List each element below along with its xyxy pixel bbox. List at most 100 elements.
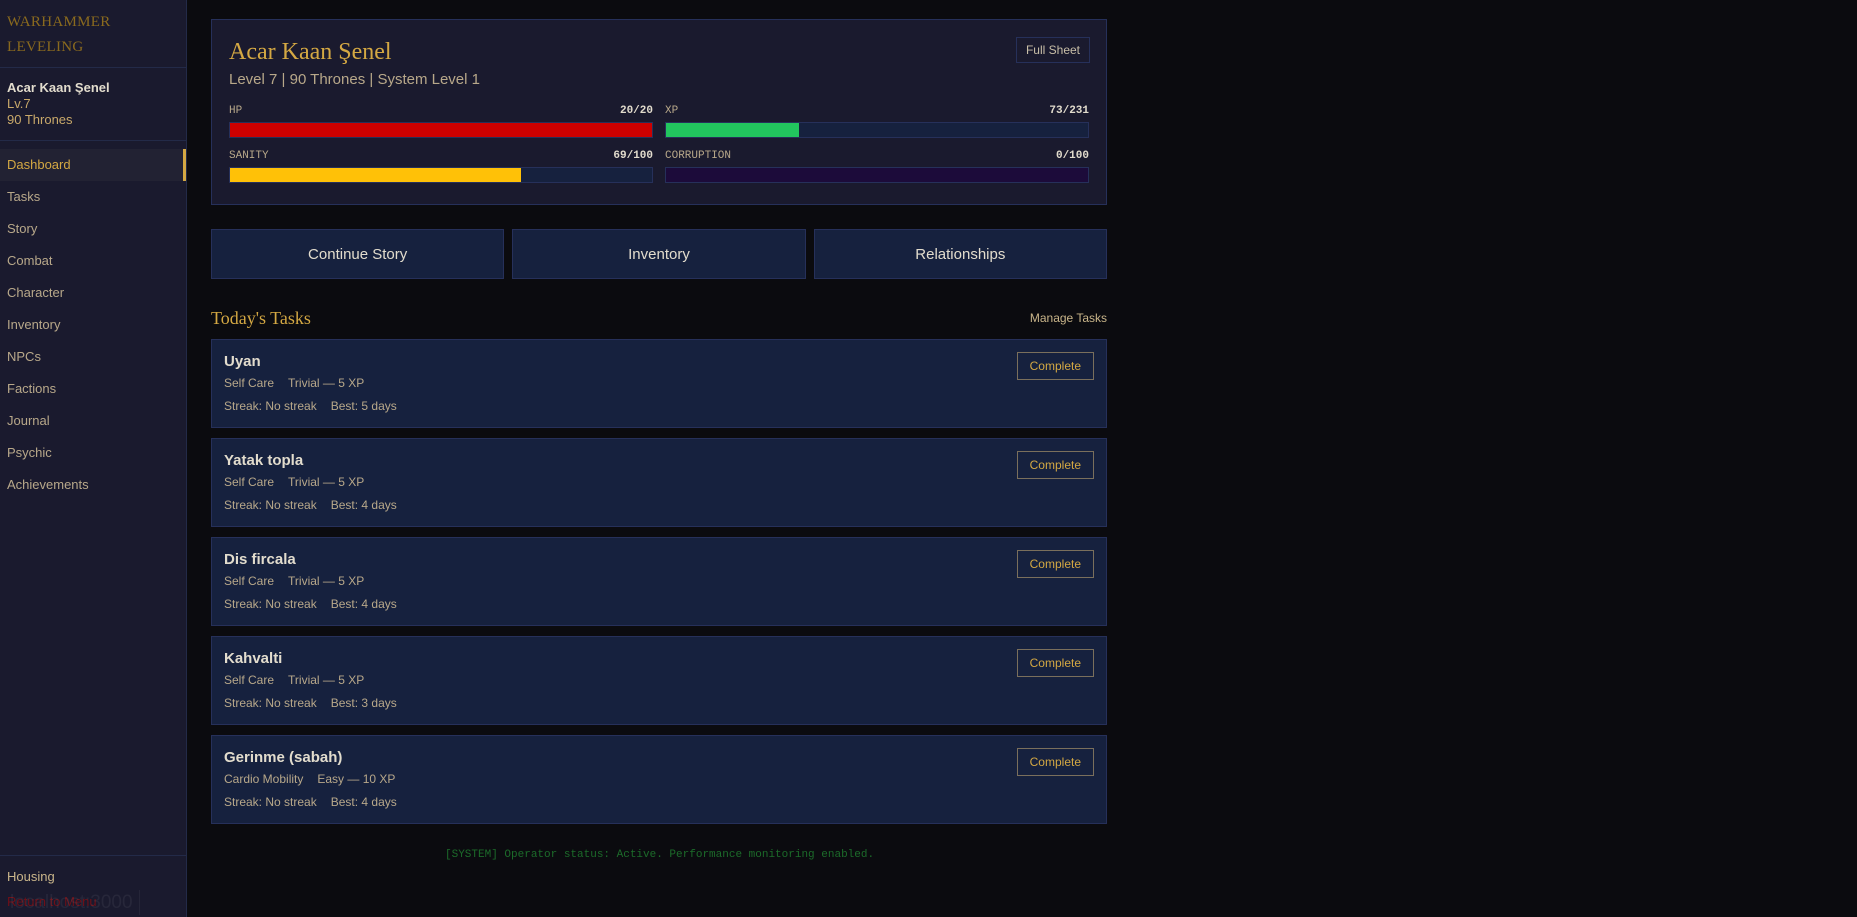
relationships-button[interactable]: Relationships (813, 229, 1107, 279)
sidebar-item-combat[interactable]: Combat (7, 253, 53, 268)
task-difficulty: Trivial — 5 XP (288, 574, 365, 588)
stat-header: CORRUPTION 0/100 (665, 150, 1089, 162)
stat-label: SANITY (229, 150, 269, 162)
logo-line-2: LEVELING (7, 39, 84, 55)
task-card: Uyan Self Care Trivial — 5 XP Streak: No st… (211, 339, 1107, 428)
task-difficulty: Trivial — 5 XP (288, 376, 365, 390)
progress-track (229, 122, 653, 138)
inventory-button[interactable]: Inventory (512, 229, 806, 279)
stat-label: XP (665, 105, 679, 117)
character-subtitle: Level 7 | 90 Thrones | System Level 1 (229, 71, 480, 88)
full-sheet-button[interactable]: Full Sheet (1015, 37, 1090, 63)
app-logo: WARHAMMER LEVELING (0, 0, 186, 68)
complete-button[interactable]: Complete (1016, 352, 1094, 380)
sidebar-item-housing[interactable]: Housing (7, 869, 55, 884)
task-name: Gerinme (sabah) (224, 749, 343, 766)
task-streak-info: Streak: No streak Best: 4 days (224, 498, 1094, 512)
task-meta: Self Care Trivial — 5 XP (224, 673, 1094, 687)
task-name: Uyan (224, 353, 261, 370)
task-name: Yatak topla (224, 452, 304, 469)
task-streak: Streak: No streak (224, 498, 317, 512)
task-card: Dis fircala Self Care Trivial — 5 XP Streak… (211, 537, 1107, 626)
character-name: Acar Kaan Şenel (229, 39, 392, 65)
stat-header: HP 20/20 (229, 105, 653, 117)
task-difficulty: Trivial — 5 XP (288, 673, 365, 687)
stat-value: 20/20 (619, 105, 653, 117)
stat-value: 73/231 (1049, 105, 1089, 117)
task-meta: Self Care Trivial — 5 XP (224, 574, 1094, 588)
task-meta: Self Care Trivial — 5 XP (224, 376, 1094, 390)
complete-button[interactable]: Complete (1016, 748, 1094, 776)
sidebar: WARHAMMER LEVELING Acar Kaan Şenel Lv.7 … (0, 0, 187, 917)
sidebar-item-story[interactable]: Story (7, 221, 38, 236)
task-card: Gerinme (sabah) Cardio Mobility Easy — 10 … (211, 735, 1107, 824)
character-card: Acar Kaan Şenel Level 7 | 90 Thrones | S… (211, 19, 1107, 205)
user-level: Lv.7 (7, 96, 31, 111)
task-meta: Self Care Trivial — 5 XP (224, 475, 1094, 489)
sidebar-item-achievements[interactable]: Achievements (7, 477, 89, 492)
stat-hp: HP 20/20 (229, 105, 653, 138)
task-best: Best: 3 days (330, 696, 397, 710)
sidebar-item-tasks[interactable]: Tasks (7, 189, 41, 204)
task-category: Self Care (224, 574, 275, 588)
progress-track (229, 167, 653, 183)
progress-track (665, 167, 1089, 183)
logo-line-1: WARHAMMER (7, 14, 111, 30)
task-streak: Streak: No streak (224, 399, 317, 413)
system-message: [SYSTEM] Operator status: Active. Perfor… (445, 849, 875, 861)
task-category: Cardio Mobility (224, 772, 304, 786)
task-card: Kahvalti Self Care Trivial — 5 XP Streak: N… (211, 636, 1107, 725)
task-streak: Streak: No streak (224, 795, 317, 809)
continue-story-button[interactable]: Continue Story (211, 229, 505, 279)
sidebar-item-character[interactable]: Character (7, 285, 65, 300)
task-streak-info: Streak: No streak Best: 5 days (224, 399, 1094, 413)
task-difficulty: Trivial — 5 XP (288, 475, 365, 489)
sidebar-item-journal[interactable]: Journal (7, 413, 50, 428)
task-name: Kahvalti (224, 650, 283, 667)
task-category: Self Care (224, 376, 275, 390)
manage-tasks-link[interactable]: Manage Tasks (1029, 311, 1107, 325)
sidebar-item-dashboard[interactable]: Dashboard (0, 149, 186, 181)
task-best: Best: 4 days (330, 597, 397, 611)
return-to-menu-link[interactable]: Return to Menu (7, 894, 97, 909)
user-name: Acar Kaan Şenel (7, 80, 110, 95)
task-streak-info: Streak: No streak Best: 4 days (224, 795, 1094, 809)
sidebar-item-factions[interactable]: Factions (7, 381, 57, 396)
stat-value: 0/100 (1055, 150, 1089, 162)
task-card: Yatak topla Self Care Trivial — 5 XP Streak… (211, 438, 1107, 527)
sidebar-item-npcs[interactable]: NPCs (7, 349, 41, 364)
user-thrones: 90 Thrones (7, 112, 73, 127)
complete-button[interactable]: Complete (1016, 649, 1094, 677)
complete-button[interactable]: Complete (1016, 550, 1094, 578)
task-best: Best: 5 days (330, 399, 397, 413)
task-category: Self Care (224, 475, 275, 489)
task-name: Dis fircala (224, 551, 296, 568)
stat-corruption: CORRUPTION 0/100 (665, 150, 1089, 183)
progress-fill (230, 123, 652, 137)
task-best: Best: 4 days (330, 498, 397, 512)
stat-sanity: SANITY 69/100 (229, 150, 653, 183)
sidebar-item-inventory[interactable]: Inventory (7, 317, 61, 332)
sidebar-nav: Dashboard Tasks Story Combat Character Invent… (0, 149, 186, 501)
task-streak-info: Streak: No streak Best: 3 days (224, 696, 1094, 710)
stat-header: SANITY 69/100 (229, 150, 653, 162)
task-streak: Streak: No streak (224, 597, 317, 611)
task-difficulty: Easy — 10 XP (317, 772, 396, 786)
task-meta: Cardio Mobility Easy — 10 XP (224, 772, 1094, 786)
task-best: Best: 4 days (330, 795, 397, 809)
stat-label: CORRUPTION (665, 150, 732, 162)
tasks-title: Today's Tasks (211, 307, 311, 328)
progress-fill (230, 168, 522, 182)
link-status-tooltip: localhost:3000 (4, 890, 140, 915)
stat-label: HP (229, 105, 243, 117)
task-streak: Streak: No streak (224, 696, 317, 710)
stat-xp: XP 73/231 (665, 105, 1089, 138)
stat-header: XP 73/231 (665, 105, 1089, 117)
user-summary: Acar Kaan Şenel Lv.7 90 Thrones (0, 68, 186, 141)
sidebar-item-psychic[interactable]: Psychic (7, 445, 52, 460)
progress-track (665, 122, 1089, 138)
complete-button[interactable]: Complete (1016, 451, 1094, 479)
progress-fill (666, 123, 800, 137)
stat-value: 69/100 (613, 150, 653, 162)
task-category: Self Care (224, 673, 275, 687)
